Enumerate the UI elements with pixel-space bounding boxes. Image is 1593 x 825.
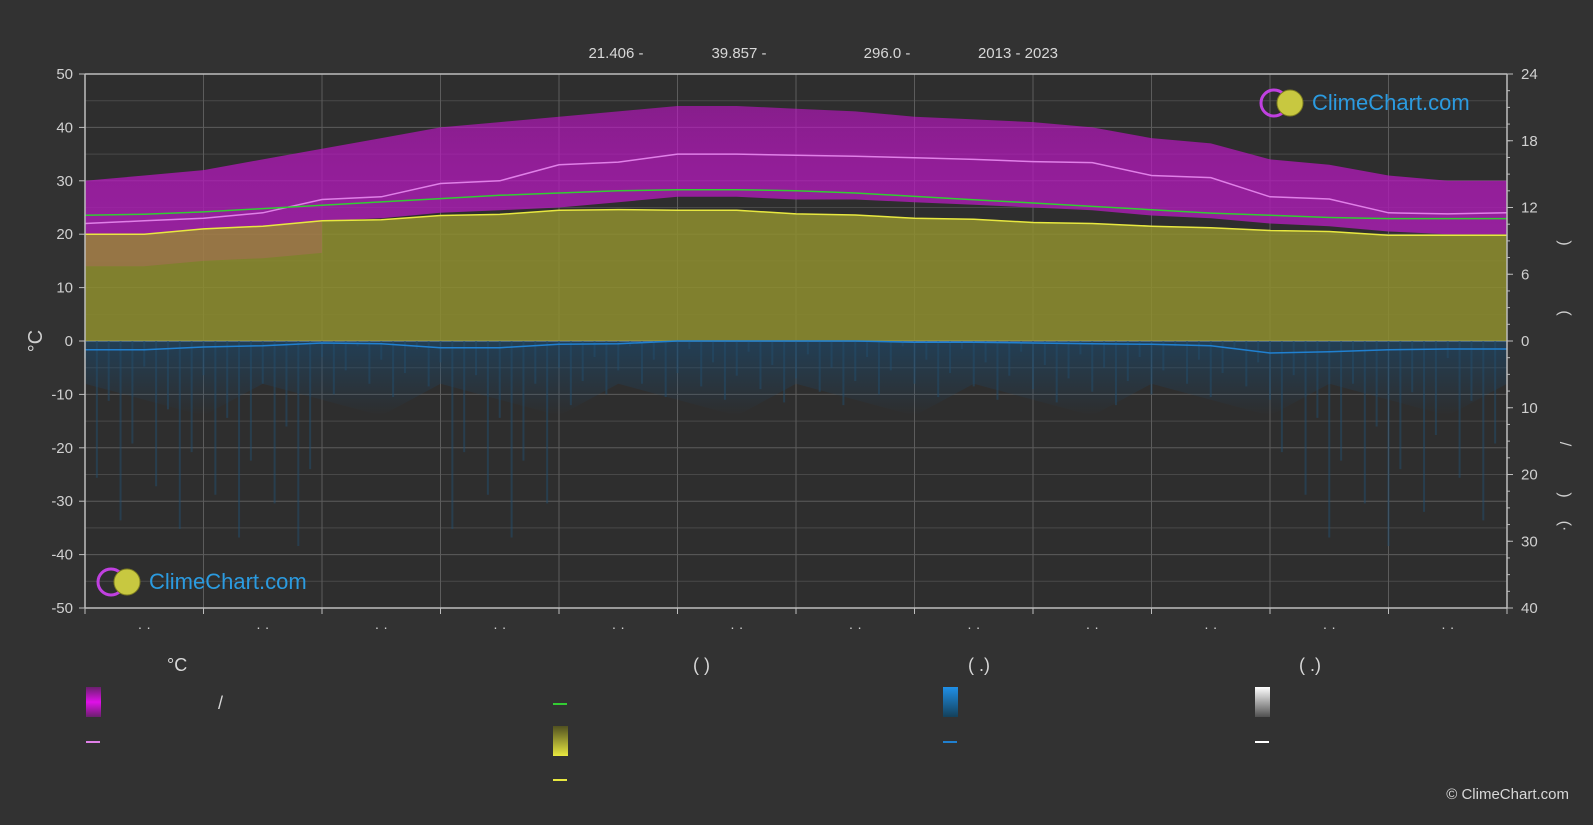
legend-slash: / [218, 693, 224, 713]
y3-tick-label: 10 [1521, 400, 1538, 417]
x-tick-label: · · [1204, 619, 1217, 635]
header-elev: 296.0 - [864, 45, 911, 62]
daylight-line [84, 188, 1507, 220]
x-tick-label: · · [1323, 619, 1336, 635]
right-axis-label-glyph: (· [1556, 521, 1573, 532]
x-tick-label: · · [967, 619, 980, 635]
logo-text: ClimeChart.com [1312, 90, 1470, 115]
legend-snow-heading: ( .) [1299, 655, 1321, 675]
y3-tick-label: 20 [1521, 467, 1538, 484]
x-tick-label: · · [493, 619, 506, 635]
y-tick-label: 20 [56, 226, 73, 243]
y-tick-label: -30 [51, 493, 73, 510]
y-tick-label: 10 [56, 280, 73, 297]
y3-tick-label: 40 [1521, 600, 1538, 617]
legend-max-band-swatch [86, 687, 101, 717]
y2-tick-label: 24 [1521, 66, 1538, 83]
y-axis-label: °C [25, 330, 47, 352]
right-axis-label-glyph: ) [1556, 240, 1573, 245]
x-tick-label: · · [1441, 619, 1454, 635]
x-tick-label: · · [256, 619, 269, 635]
legend-sun-heading: ( ) [693, 655, 710, 675]
y-tick-label: 0 [65, 333, 73, 350]
x-tick-label: · · [375, 619, 388, 635]
logo-icon [96, 567, 141, 597]
sunshine-line [85, 208, 1507, 237]
y2-tick-label: 6 [1521, 266, 1529, 283]
y-tick-label: -50 [51, 600, 73, 617]
header-lat: 21.406 - [588, 45, 643, 62]
x-tick-label: · · [849, 619, 862, 635]
legend-sunshine-swatch [553, 726, 568, 756]
y-tick-label: 50 [56, 66, 73, 83]
y3-tick-label: 30 [1521, 533, 1538, 550]
right-axis-label-glyph: / [1556, 442, 1573, 447]
header-years: 2013 - 2023 [978, 45, 1058, 62]
logo-bottom-left: ClimeChart.com [95, 565, 307, 599]
legend-temperature-heading: °C [167, 655, 188, 675]
legend-snow-swatch [1255, 687, 1270, 717]
legend-snow-line [1255, 741, 1269, 743]
legend: °C / ( ) ( .) ( .) [0, 655, 1593, 825]
min-temp-overlay [85, 220, 322, 267]
x-tick-label: · · [1086, 619, 1099, 635]
logo-top-right: ClimeChart.com [1258, 86, 1470, 120]
y-tick-label: 30 [56, 173, 73, 190]
y-tick-label: -20 [51, 440, 73, 457]
header-lon: 39.857 - [711, 45, 766, 62]
x-tick-label: · · [612, 619, 625, 635]
y-tick-label: -10 [51, 386, 73, 403]
y2-tick-label: 18 [1521, 133, 1538, 150]
max-temp-band [85, 106, 1507, 235]
climate-chart: 50 40 30 20 10 0 -10 -20 -30 -40 -50 °C 24 18 12 6 0 10 20… [25, 45, 1573, 635]
legend-sunshine-line [553, 779, 567, 781]
legend-max-temp-line [86, 741, 100, 743]
legend-rain-swatch [943, 687, 958, 717]
y2-tick-label: 12 [1521, 200, 1538, 217]
copyright: © ClimeChart.com [1446, 786, 1569, 803]
right-axis-label-glyph: ( [1556, 310, 1573, 316]
logo-icon [1259, 88, 1304, 118]
x-tick-label: · · [138, 619, 151, 635]
max-temp-line [84, 153, 1508, 225]
legend-daylight-line [553, 703, 567, 705]
legend-rain-heading: ( .) [968, 655, 990, 675]
precip-line [85, 340, 1507, 354]
y2-tick-label: 0 [1521, 333, 1529, 350]
logo-text: ClimeChart.com [149, 569, 307, 594]
y-tick-label: 40 [56, 119, 73, 136]
legend-rain-line [943, 741, 957, 743]
right-axis-label-glyph: ) [1556, 492, 1573, 497]
y-tick-label: -40 [51, 547, 73, 564]
sunshine-area [85, 209, 1507, 341]
x-tick-label: · · [730, 619, 743, 635]
